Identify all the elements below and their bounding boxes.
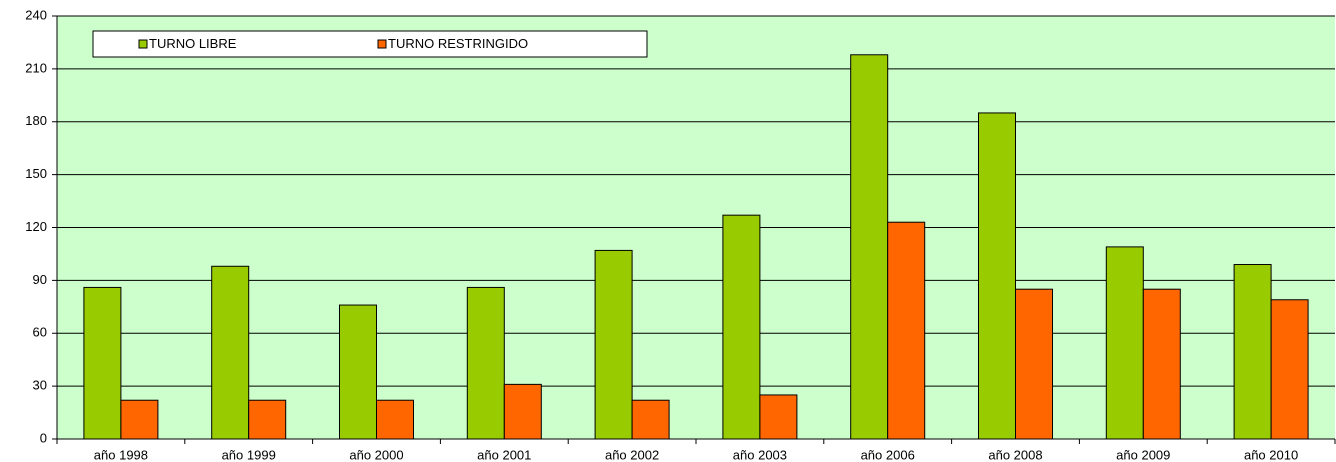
y-tick-label: 0: [40, 430, 47, 445]
y-tick-label: 90: [33, 272, 47, 287]
x-tick-label: año 2000: [349, 447, 403, 462]
y-tick-label: 120: [25, 219, 47, 234]
bar: [978, 112, 1016, 440]
bar: [248, 399, 287, 440]
x-tick-label: año 2006: [861, 447, 915, 462]
y-tick-label: 240: [25, 7, 47, 22]
legend-label: TURNO LIBRE: [149, 36, 237, 51]
bar: [1233, 264, 1272, 440]
bar: [1142, 288, 1181, 440]
x-tick-label: año 1998: [94, 447, 148, 462]
legend-label: TURNO RESTRINGIDO: [388, 36, 528, 51]
x-tick-label: año 2002: [605, 447, 659, 462]
legend-swatch: [138, 39, 148, 49]
bar: [850, 54, 889, 440]
x-tick-label: año 2009: [1116, 447, 1170, 462]
y-tick-label: 180: [25, 113, 47, 128]
bar: [503, 383, 542, 440]
x-tick-label: año 2001: [477, 447, 531, 462]
bar: [83, 286, 122, 440]
bar: [339, 304, 377, 440]
bar: [211, 265, 250, 440]
y-tick-label: 30: [33, 378, 47, 393]
bar: [376, 399, 414, 440]
y-tick-label: 210: [25, 60, 47, 75]
bar: [1015, 288, 1053, 440]
bar: [1105, 246, 1144, 440]
y-tick-label: 150: [25, 166, 47, 181]
legend-box: [92, 30, 648, 58]
bar: [887, 221, 926, 440]
x-tick-label: año 2003: [733, 447, 787, 462]
bar: [120, 399, 159, 440]
y-tick-label: 60: [33, 325, 47, 340]
bar: [631, 399, 670, 440]
bar: [466, 286, 505, 440]
x-tick-label: año 2008: [988, 447, 1042, 462]
bar: [722, 214, 761, 440]
x-tick-label: año 1999: [222, 447, 276, 462]
bar: [759, 394, 798, 440]
x-tick-label: año 2010: [1244, 447, 1298, 462]
bar: [1270, 299, 1309, 440]
legend-swatch: [377, 39, 387, 49]
bar: [594, 249, 633, 440]
